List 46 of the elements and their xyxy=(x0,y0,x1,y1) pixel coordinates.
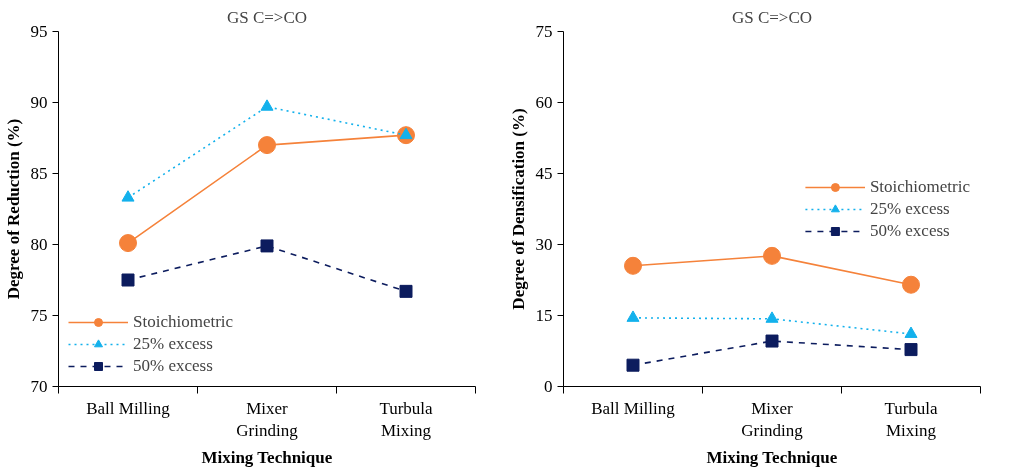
point xyxy=(624,256,642,275)
point xyxy=(121,190,135,202)
point xyxy=(626,310,640,322)
legend-label: 50% excess xyxy=(133,356,213,376)
legend-label: Stoichiometric xyxy=(869,176,970,197)
x-tick-label: Mixer Grinding xyxy=(741,398,804,441)
y-tick-label: 90 xyxy=(30,93,48,112)
point xyxy=(904,326,918,338)
point xyxy=(904,343,918,357)
point xyxy=(258,136,276,155)
legend-label: 25% excess xyxy=(869,198,950,219)
point xyxy=(260,239,274,253)
y-axis-title: Degree of Densification (%) xyxy=(508,108,528,310)
point xyxy=(765,311,779,323)
y-tick-label: 95 xyxy=(30,22,48,41)
x-tick-label: Ball Milling xyxy=(86,398,171,418)
point xyxy=(626,358,640,372)
y-tick-label: 70 xyxy=(30,377,48,396)
y-tick-label: 30 xyxy=(535,235,553,254)
y-tick-label: 15 xyxy=(535,306,553,325)
y-tick-label: 0 xyxy=(544,377,553,396)
chart-title: GS C=>CO xyxy=(731,7,813,27)
x-tick-label: Mixer Grinding xyxy=(236,398,299,441)
y-axis-title: Degree of Reduction (%) xyxy=(3,118,23,300)
point xyxy=(399,284,413,298)
x-axis-title: Mixing Technique xyxy=(706,448,838,468)
point xyxy=(119,234,137,253)
x-axis-title: Mixing Technique xyxy=(201,448,333,468)
y-tick-label: 75 xyxy=(535,22,553,41)
y-tick-label: 85 xyxy=(30,164,48,183)
point xyxy=(765,334,779,348)
legend-label: 25% excess xyxy=(133,334,213,354)
point xyxy=(902,275,920,294)
y-tick-label: 80 xyxy=(30,235,48,254)
x-tick-label: Ball Milling xyxy=(591,398,676,418)
point xyxy=(121,273,135,287)
chart-title: GS C=>CO xyxy=(226,7,308,27)
legend-label: Stoichiometric xyxy=(133,312,234,332)
point xyxy=(260,99,274,111)
point xyxy=(763,246,781,265)
x-tick-label: Turbula Mixing xyxy=(884,398,939,441)
y-tick-label: 75 xyxy=(30,306,48,325)
legend-label: 50% excess xyxy=(869,220,950,241)
y-tick-label: 60 xyxy=(535,93,553,112)
x-tick-label: Turbula Mixing xyxy=(379,398,434,441)
y-tick-label: 45 xyxy=(535,164,553,183)
